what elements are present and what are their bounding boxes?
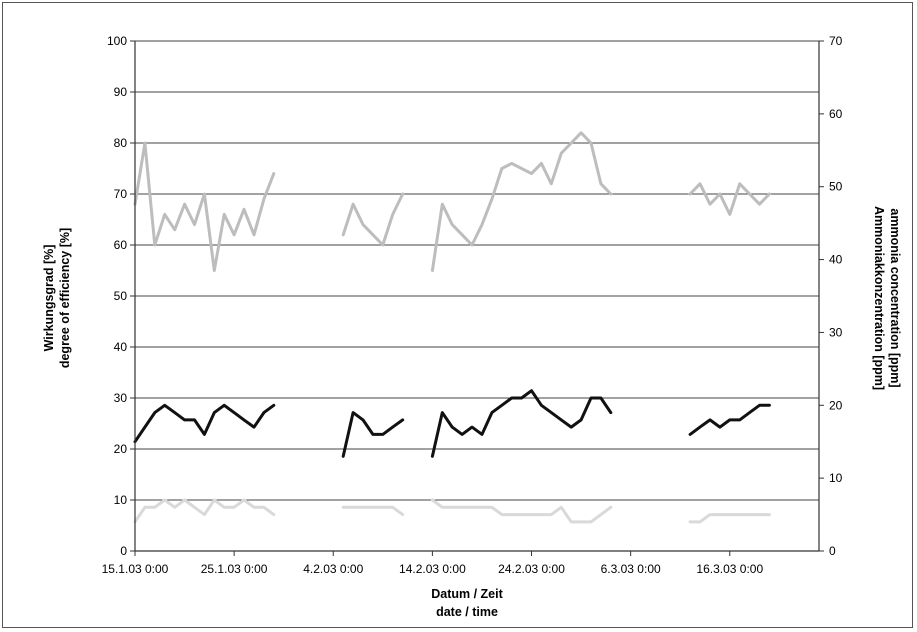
y-left-tick-label: 80	[114, 136, 128, 150]
y-axis-left-label-english: degree of efficiency [%]	[58, 228, 72, 368]
x-tick-label: 6.3.03 0:00	[601, 562, 661, 576]
series-2-line	[430, 389, 613, 458]
y-left-tick-label: 30	[114, 391, 128, 405]
x-tick-label: 15.1.03 0:00	[102, 562, 169, 576]
series-2-line	[688, 403, 771, 436]
y-right-tick-label: 40	[829, 253, 843, 267]
y-right-tick-label: 0	[829, 544, 836, 558]
series-group	[133, 131, 771, 524]
x-axis-label: Datum / Zeit	[431, 587, 503, 601]
series-1-line	[133, 141, 276, 272]
series-2-line	[341, 411, 405, 458]
y-left-tick-label: 0	[120, 544, 127, 558]
y-left-tick-label: 70	[114, 187, 128, 201]
gridlines	[135, 40, 819, 501]
x-tick-label: 14.2.03 0:00	[399, 562, 466, 576]
y-axis-left-label: Wirkungsgrad [%]	[42, 245, 56, 352]
y-left-tick-label: 90	[114, 85, 128, 99]
y-axis-right-label: Ammoniakkonzentration [ppm]	[872, 206, 886, 390]
y-right-tick-label: 50	[829, 180, 843, 194]
x-tick-label: 24.2.03 0:00	[498, 562, 565, 576]
y-right-tick-label: 10	[829, 471, 843, 485]
y-right-tick-label: 70	[829, 34, 843, 48]
y-right-tick-label: 20	[829, 398, 843, 412]
y-right-tick-label: 30	[829, 325, 843, 339]
x-axis-label-english: date / time	[436, 605, 498, 619]
tick-labels: 0 10 20 30 40 50 60 70 80 90 100 0 10 20 30 40 50 60 70 15.…	[102, 34, 843, 576]
y-axis-right-label-english: ammonia concentration [ppm]	[888, 208, 902, 387]
y-left-tick-label: 50	[114, 289, 128, 303]
series-2-line	[133, 403, 276, 444]
y-left-tick-label: 100	[107, 34, 127, 48]
y-left-tick-label: 20	[114, 442, 128, 456]
y-right-tick-label: 60	[829, 107, 843, 121]
x-tick-label: 25.1.03 0:00	[201, 562, 268, 576]
line-chart: 0 10 20 30 40 50 60 70 80 90 100 0 10 20 30 40 50 60 70 15.…	[42, 34, 902, 619]
x-tick-label: 16.3.03 0:00	[696, 562, 763, 576]
series-3-line	[688, 513, 771, 524]
x-tick-label: 4.2.03 0:00	[303, 562, 363, 576]
series-3-line	[430, 498, 613, 524]
series-1-line	[341, 192, 405, 247]
y-left-tick-label: 60	[114, 238, 128, 252]
series-1-line	[430, 131, 613, 272]
series-1-line	[688, 182, 771, 216]
y-left-tick-label: 10	[114, 493, 128, 507]
y-left-tick-label: 40	[114, 340, 128, 354]
series-3-line	[341, 505, 405, 517]
series-3-line	[133, 498, 276, 524]
axes	[130, 40, 824, 556]
